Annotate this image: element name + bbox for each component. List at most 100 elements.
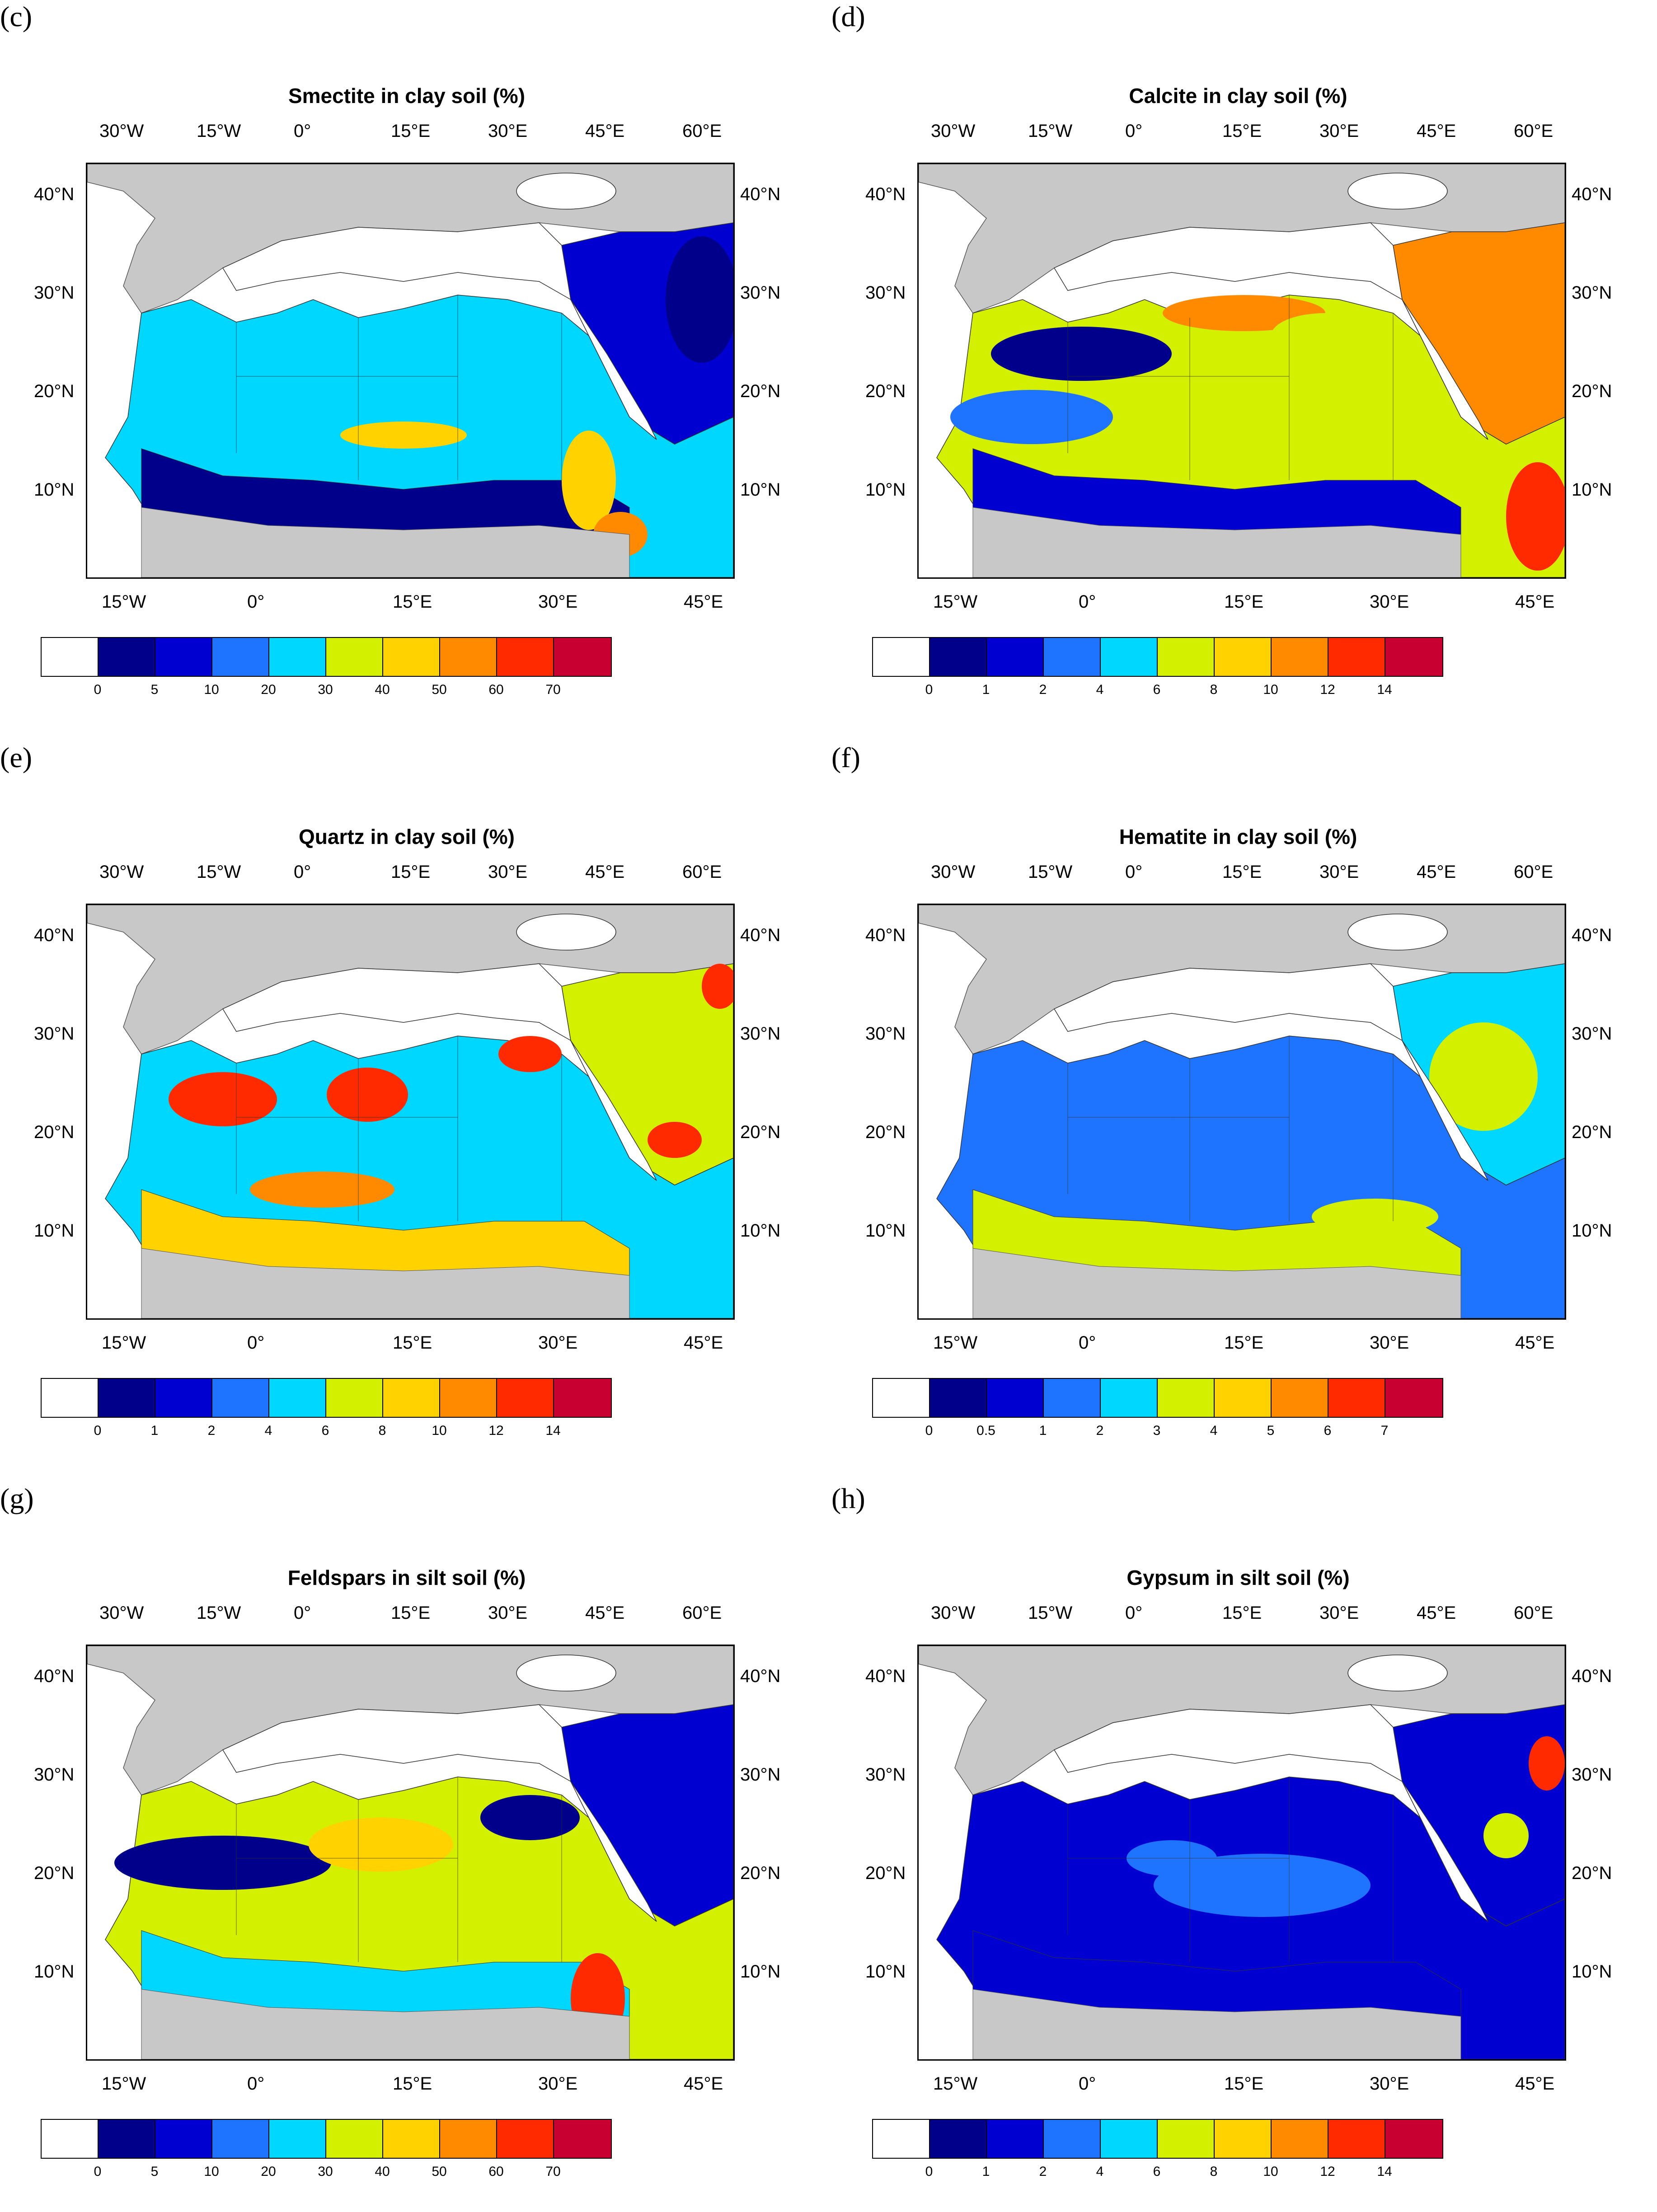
mineral-patch [648,1122,702,1158]
top-longitude-tick: 15°W [1028,1603,1073,1623]
left-latitude-tick: 10°N [34,480,75,500]
mineral-patch [114,1836,331,1890]
top-longitude-tick: 15°E [391,1603,431,1623]
mineral-patch [340,422,467,449]
right-latitude-tick: 20°N [1572,1122,1612,1142]
top-longitude-tick: 0° [1125,862,1143,882]
color-bar-label: 12 [1320,682,1335,697]
top-longitude-tick: 30°W [99,1603,144,1623]
red-sea [1402,1781,1488,1922]
map-title: Hematite in clay soil (%) [1119,825,1357,848]
color-bar-label: 6 [1324,1423,1332,1438]
color-bar-swatch [1158,2120,1215,2158]
right-latitude-tick: 30°N [740,283,781,303]
right-latitude-tick: 40°N [1572,184,1612,204]
color-bar-label: 20 [261,682,276,697]
bottom-longitude-tick: 0° [247,1333,265,1353]
bottom-longitude-tick: 15°E [1224,1333,1264,1353]
color-bar-label: 14 [545,1423,561,1438]
mineral-patch [1483,1813,1529,1858]
right-latitude-tick: 30°N [1572,1024,1612,1044]
color-bar-label: 70 [545,2164,561,2179]
right-latitude-tick: 10°N [1572,1221,1612,1241]
color-bar-label: 4 [1096,2164,1104,2179]
right-latitude-tick: 10°N [740,1221,781,1241]
panel-label: (g) [0,1482,34,1514]
top-longitude-tick: 30°W [931,121,976,141]
color-bar-swatch [1158,1379,1215,1417]
top-longitude-tick: 60°E [682,1603,722,1623]
panel-label: (e) [0,741,33,773]
mineral-patch [327,1068,408,1122]
color-bar-label: 10 [1263,682,1278,697]
color-bar-label: 0 [925,1423,933,1438]
color-bar-label: 50 [432,2164,447,2179]
right-latitude-tick: 30°N [1572,283,1612,303]
color-bar-label: 5 [150,682,159,697]
map-title: Gypsum in silt soil (%) [1127,1566,1350,1589]
map-canvas [919,905,1565,1318]
mineral-patch [1429,1022,1538,1131]
right-latitude-tick: 10°N [1572,480,1612,500]
bottom-longitude-tick: 0° [1079,592,1096,612]
bottom-longitude-tick: 15°E [1224,2074,1264,2094]
map-panel-quartz: (e) Quartz in clay soil (%) 30°W 15°W 0° 15°E… [0,741,813,1464]
left-latitude-tick: 40°N [865,1666,906,1686]
top-longitude-tick: 15°W [197,862,241,882]
panel-label: (f) [831,741,860,773]
left-latitude-tick: 30°N [865,1024,906,1044]
map-canvas [87,164,733,577]
color-bar-swatch [440,638,497,676]
color-bar [41,637,612,677]
map-panel-gypsum: (h) Gypsum in silt soil (%) 30°W 15°W 0° 15°E… [831,1482,1645,2205]
color-bar-label: 8 [1210,2164,1218,2179]
left-latitude-tick: 40°N [34,184,75,204]
color-bar-swatch [99,638,155,676]
red-sea [1402,1040,1488,1181]
top-longitude-tick: 60°E [1514,121,1554,141]
top-longitude-tick: 45°E [585,1603,625,1623]
top-longitude-tick: 30°E [1319,862,1359,882]
color-bar-swatch [873,2120,930,2158]
top-longitude-tick: 0° [294,121,311,141]
right-latitude-tick: 40°N [1572,925,1612,945]
color-bar-swatch [1101,638,1158,676]
right-latitude-tick: 20°N [1572,1863,1612,1883]
bottom-longitude-tick: 0° [1079,2074,1096,2094]
color-bar-label: 8 [1210,682,1218,697]
right-latitude-tick: 40°N [740,1666,781,1686]
color-bar-label: 10 [1263,2164,1278,2179]
mineral-patch [1312,1199,1438,1235]
color-bar-swatch [930,2120,987,2158]
color-bar-label: 3 [1153,1423,1161,1438]
top-longitude-tick: 60°E [682,121,722,141]
color-bar-label: 2 [1039,2164,1047,2179]
bottom-longitude-tick: 15°E [393,592,432,612]
bottom-longitude-tick: 0° [1079,1333,1096,1353]
top-longitude-tick: 15°W [1028,121,1073,141]
color-bar-label: 1 [1039,1423,1047,1438]
right-latitude-tick: 30°N [740,1765,781,1785]
color-bar-label: 6 [1153,2164,1161,2179]
mediterranean-sea [222,963,571,1041]
red-sea [570,1040,657,1181]
panel-label: (c) [0,0,33,33]
color-bar-swatch [383,2120,440,2158]
top-longitude-tick: 30°W [99,121,144,141]
color-bar-label: 4 [1096,682,1104,697]
top-longitude-tick: 15°E [1222,862,1262,882]
color-bar-swatch [554,2120,611,2158]
color-bar-swatch [42,2120,99,2158]
color-bar-label: 40 [375,2164,390,2179]
right-latitude-tick: 40°N [740,184,781,204]
left-latitude-tick: 30°N [34,283,75,303]
color-bar-label: 5 [150,2164,159,2179]
top-longitude-tick: 45°E [585,862,625,882]
top-longitude-tick: 30°E [488,862,528,882]
bottom-longitude-tick: 15°W [102,2074,146,2094]
no-data-land [972,1989,1461,2059]
bottom-longitude-tick: 30°E [538,592,578,612]
left-latitude-tick: 20°N [34,1863,75,1883]
color-bar-swatch [1385,1379,1442,1417]
bottom-longitude-tick: 15°E [393,2074,432,2094]
